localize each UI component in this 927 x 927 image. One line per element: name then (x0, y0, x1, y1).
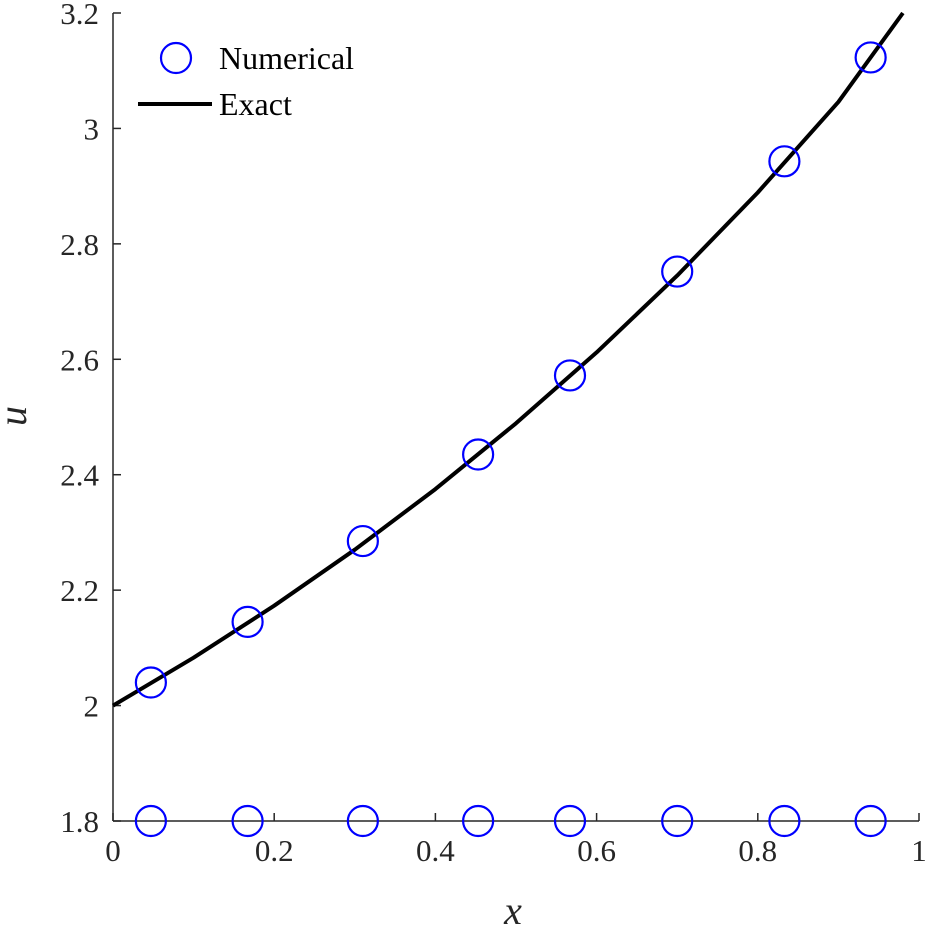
x-tick-label: 0.2 (255, 833, 294, 868)
exact-line (111, 11, 905, 708)
y-tick-label: 3 (84, 111, 100, 146)
legend-label: Numerical (219, 40, 354, 76)
data-point (854, 804, 887, 838)
data-point (134, 804, 167, 838)
data-point (231, 605, 264, 638)
data-point (661, 804, 694, 838)
data-point (462, 804, 495, 838)
data-point (661, 255, 694, 288)
data-point (346, 804, 379, 838)
data-point (346, 524, 379, 558)
y-tick-label: 2 (84, 689, 100, 724)
y-tick-label: 2.2 (60, 573, 99, 608)
legend-label: Exact (219, 86, 292, 122)
axes (112, 13, 919, 822)
x-tick-label: 1 (911, 833, 927, 868)
y-tick-label: 1.8 (60, 804, 99, 839)
x-tick-label: 0 (105, 833, 121, 868)
x-tick-label: 0.8 (738, 833, 777, 868)
legend-marker-numerical (159, 41, 193, 75)
y-tick-label: 2.4 (60, 458, 99, 493)
plot-area (111, 11, 905, 838)
y-tick-label: 2.8 (60, 227, 99, 262)
y-axis-label: u (0, 406, 35, 426)
data-point (462, 438, 495, 471)
x-tick-label: 0.6 (577, 833, 616, 868)
ticks: 0 0.2 0.4 0.6 0.8 1 1.8 2 2.2 2.4 2.6 2.8 3 3.2 (60, 0, 927, 868)
data-point (768, 145, 801, 178)
axis-labels: x u (0, 406, 522, 927)
x-tick-label: 0.4 (416, 833, 455, 868)
data-point (231, 804, 264, 838)
x-axis-label: x (503, 888, 522, 927)
data-point (553, 359, 587, 392)
y-tick-label: 3.2 (60, 0, 99, 31)
y-tick-label: 2.6 (60, 342, 99, 377)
legend: Numerical Exact (138, 40, 354, 122)
data-point (854, 41, 887, 74)
data-point (134, 666, 167, 699)
data-point (768, 804, 801, 838)
data-point (553, 804, 587, 838)
